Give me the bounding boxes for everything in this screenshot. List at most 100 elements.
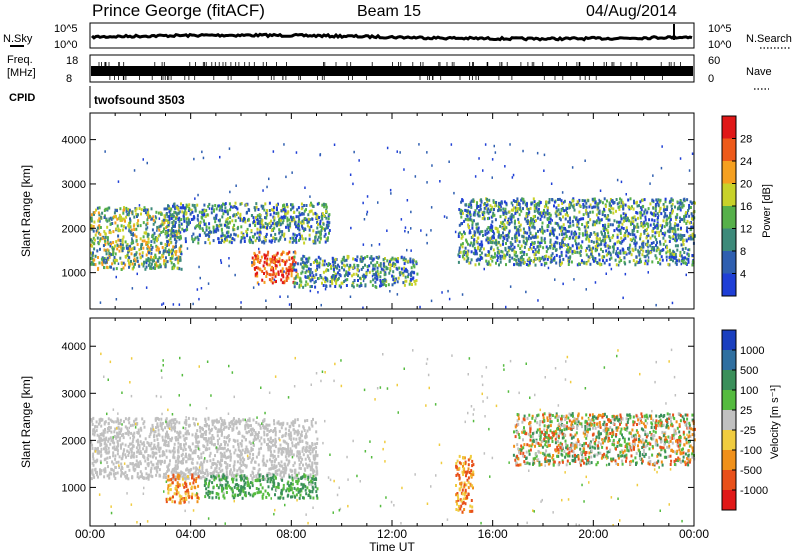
heat-noise xyxy=(543,169,545,172)
heat-cell xyxy=(587,212,590,216)
heat-cell xyxy=(174,464,177,468)
heat-cell xyxy=(618,260,621,264)
heat-noise xyxy=(430,206,433,209)
heat-cell xyxy=(600,240,603,243)
heat-cell xyxy=(267,445,270,448)
heat-cell xyxy=(568,206,571,209)
heat-cell xyxy=(536,245,539,249)
heat-cell xyxy=(163,216,166,219)
heat-cell xyxy=(539,244,542,248)
heat-cell xyxy=(127,224,130,228)
heat-cell xyxy=(607,231,610,235)
freq-frame xyxy=(89,54,695,83)
heat-cell xyxy=(659,198,662,202)
heat-cell xyxy=(596,248,598,252)
heat-cell xyxy=(494,241,496,245)
heat-cell xyxy=(160,231,163,234)
heat-cell xyxy=(176,430,179,434)
heat-cell xyxy=(263,267,266,270)
heat-cell xyxy=(410,273,413,277)
heat-cell xyxy=(233,238,236,242)
heat-cell xyxy=(328,213,331,217)
heat-cell xyxy=(310,225,313,229)
heat-cell xyxy=(170,254,173,258)
heat-cell xyxy=(457,253,460,257)
heat-cell xyxy=(291,236,294,240)
heat-cell xyxy=(227,448,229,452)
heat-cell xyxy=(673,224,676,228)
heat-cell xyxy=(686,252,689,256)
nsky-frame xyxy=(89,22,695,49)
heat-cell xyxy=(304,283,307,287)
heat-cell xyxy=(530,218,533,222)
heat-cell xyxy=(684,261,687,265)
heat-cell xyxy=(225,470,228,474)
heat-cell xyxy=(269,226,272,229)
heat-cell xyxy=(324,232,327,236)
heat-cell xyxy=(150,255,153,259)
heat-cell xyxy=(517,203,520,206)
heat-cell xyxy=(468,231,471,235)
heat-cell xyxy=(491,241,494,245)
heat-cell xyxy=(155,466,158,469)
heat-cell xyxy=(271,221,274,225)
heat-cell xyxy=(632,229,635,233)
heat-cell xyxy=(136,243,139,246)
heat-noise xyxy=(154,215,157,218)
heat-noise xyxy=(522,149,524,153)
heat-cell xyxy=(135,207,138,211)
heat-cell xyxy=(669,212,672,215)
heat-cell xyxy=(651,218,654,222)
heat-cell xyxy=(98,239,101,243)
heat-cell xyxy=(458,249,461,253)
heat-noise xyxy=(603,208,606,211)
heat-cell xyxy=(510,217,512,221)
heat-cell xyxy=(193,238,196,242)
heat-cell xyxy=(527,263,530,267)
heat-cell xyxy=(468,210,471,214)
heat-cell xyxy=(143,420,146,424)
heat-cell xyxy=(179,206,182,210)
nsky-left-bottom: 10^0 xyxy=(54,39,78,51)
heat-cell xyxy=(261,240,264,244)
cpid-value: twofsound 3503 xyxy=(94,93,185,107)
heat-noise xyxy=(287,295,289,298)
heat-noise xyxy=(690,238,692,241)
heat-cell xyxy=(585,230,588,234)
heat-cell xyxy=(311,468,314,472)
heat-cell xyxy=(109,222,112,226)
heat-cell xyxy=(574,239,577,243)
heat-cell xyxy=(682,242,685,246)
heat-cell xyxy=(108,252,111,256)
heat-noise xyxy=(484,143,487,146)
heat-cell xyxy=(622,202,625,206)
heat-cell xyxy=(481,211,484,215)
heat-cell xyxy=(578,246,580,250)
heat-cell xyxy=(247,418,250,422)
heat-cell xyxy=(379,279,382,282)
heat-cell xyxy=(256,231,259,235)
heat-cell xyxy=(569,221,572,225)
heat-cell xyxy=(591,197,594,201)
heat-cell xyxy=(169,420,172,424)
heat-cell xyxy=(97,422,100,426)
heat-cell xyxy=(372,257,375,261)
heat-cell xyxy=(133,431,136,435)
heat-cell xyxy=(326,238,329,242)
heat-cell xyxy=(369,256,372,260)
heat-cell xyxy=(497,209,500,213)
heat-cell xyxy=(172,453,175,457)
heat-cell xyxy=(635,255,638,259)
heat-cell xyxy=(322,270,325,274)
heat-cell xyxy=(624,262,627,266)
heat-cell xyxy=(568,237,571,240)
heat-cell xyxy=(319,233,322,237)
heat-cell xyxy=(184,209,187,213)
heat-cell xyxy=(472,234,474,238)
heat-cell xyxy=(181,206,184,210)
heat-cell xyxy=(185,228,187,232)
heat-cell xyxy=(632,216,635,220)
heat-cell xyxy=(309,473,312,477)
heat-cell xyxy=(261,206,264,210)
heat-cell xyxy=(98,440,101,444)
